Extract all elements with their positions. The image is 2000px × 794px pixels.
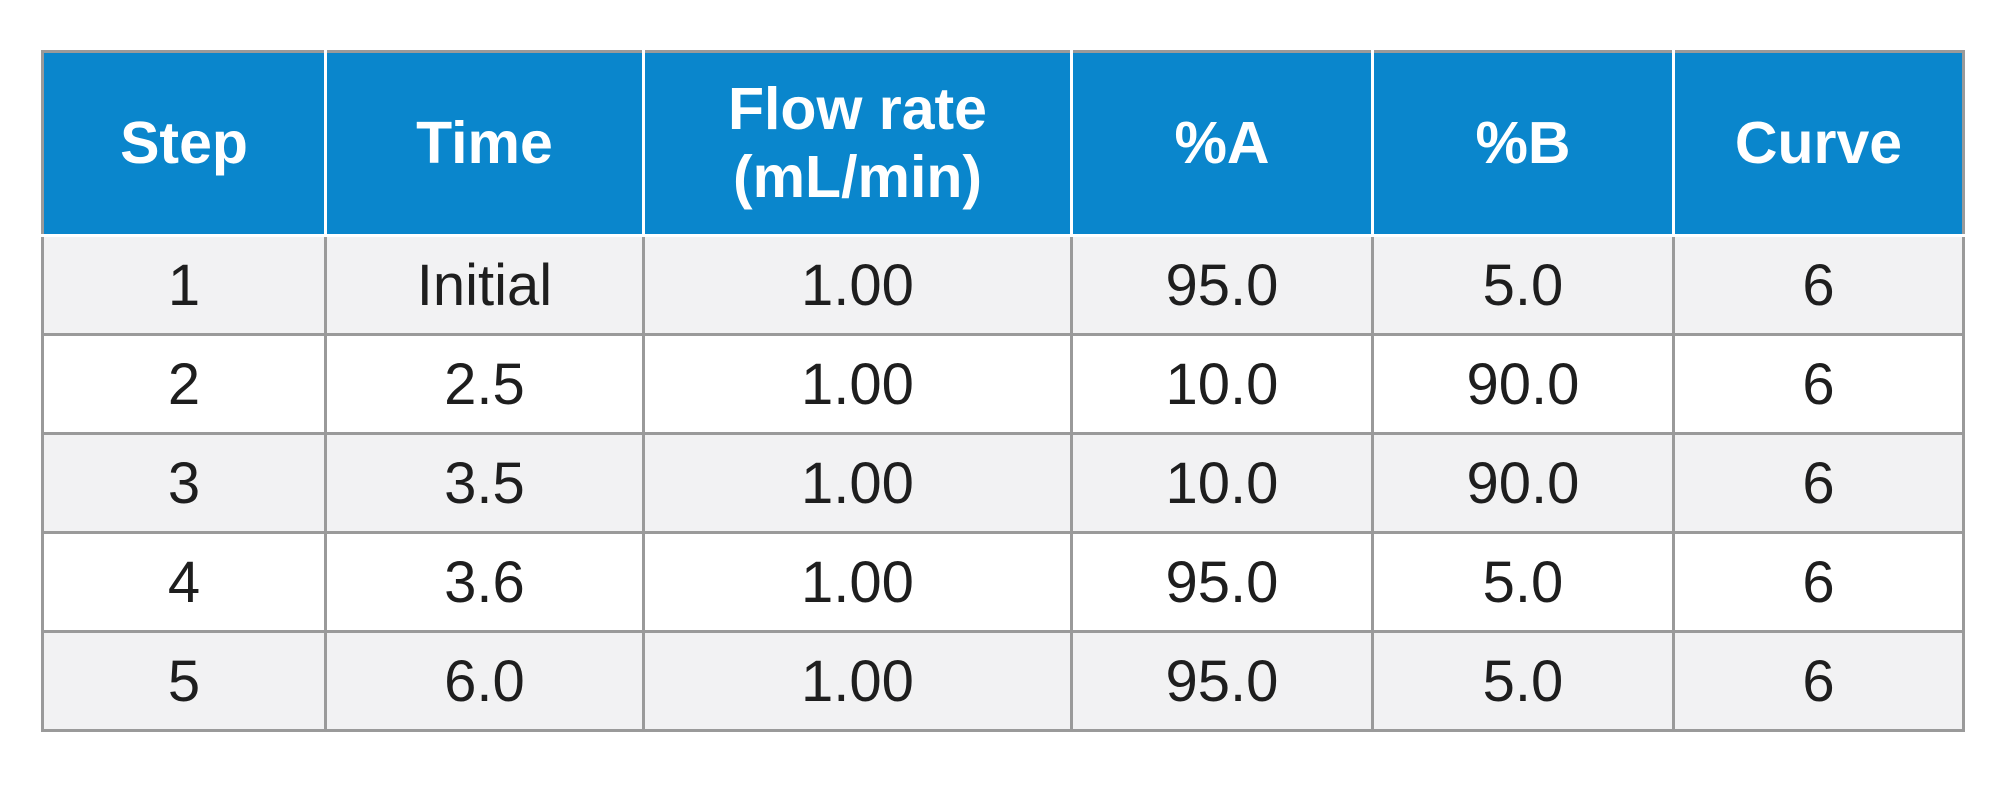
column-header-curve: Curve [1672, 50, 1965, 237]
cell-percent-b: 5.0 [1371, 234, 1675, 336]
cell-percent-b: 90.0 [1371, 432, 1675, 534]
cell-curve: 6 [1672, 630, 1965, 732]
cell-flow-rate: 1.00 [642, 333, 1073, 435]
table-row: 3 3.5 1.00 10.0 90.0 6 [41, 432, 1965, 534]
cell-time: Initial [324, 234, 645, 336]
table-body: 1 Initial 1.00 95.0 5.0 6 2 2.5 1.00 10.… [41, 234, 1965, 732]
column-header-percent-a: %A [1070, 50, 1374, 237]
header-label: Step [120, 109, 248, 176]
cell-step: 5 [41, 630, 327, 732]
cell-percent-a: 95.0 [1070, 234, 1374, 336]
cell-flow-rate: 1.00 [642, 630, 1073, 732]
cell-percent-b: 90.0 [1371, 333, 1675, 435]
table-header: Step Time Flow rate (mL/min) %A %B Curve [41, 50, 1965, 237]
cell-time: 2.5 [324, 333, 645, 435]
cell-step: 1 [41, 234, 327, 336]
cell-percent-b: 5.0 [1371, 531, 1675, 633]
table-row: 4 3.6 1.00 95.0 5.0 6 [41, 531, 1965, 633]
cell-time: 6.0 [324, 630, 645, 732]
cell-step: 3 [41, 432, 327, 534]
cell-flow-rate: 1.00 [642, 432, 1073, 534]
cell-percent-a: 95.0 [1070, 630, 1374, 732]
column-header-step: Step [41, 50, 327, 237]
table-row: 5 6.0 1.00 95.0 5.0 6 [41, 630, 1965, 732]
header-row: Step Time Flow rate (mL/min) %A %B Curve [41, 50, 1965, 237]
cell-percent-a: 10.0 [1070, 432, 1374, 534]
cell-curve: 6 [1672, 234, 1965, 336]
gradient-table-container: Step Time Flow rate (mL/min) %A %B Curve… [41, 50, 1965, 732]
column-header-flow-rate: Flow rate (mL/min) [642, 50, 1073, 237]
column-header-percent-b: %B [1371, 50, 1675, 237]
cell-step: 2 [41, 333, 327, 435]
cell-time: 3.5 [324, 432, 645, 534]
header-label: %B [1475, 109, 1571, 176]
cell-curve: 6 [1672, 333, 1965, 435]
gradient-table: Step Time Flow rate (mL/min) %A %B Curve… [41, 50, 1965, 732]
cell-percent-a: 10.0 [1070, 333, 1374, 435]
header-label: Flow rate [728, 75, 987, 142]
cell-percent-a: 95.0 [1070, 531, 1374, 633]
cell-flow-rate: 1.00 [642, 531, 1073, 633]
cell-curve: 6 [1672, 531, 1965, 633]
cell-percent-b: 5.0 [1371, 630, 1675, 732]
header-label: Time [416, 109, 553, 176]
column-header-time: Time [324, 50, 645, 237]
cell-time: 3.6 [324, 531, 645, 633]
table-row: 1 Initial 1.00 95.0 5.0 6 [41, 234, 1965, 336]
header-label: %A [1174, 109, 1270, 176]
cell-flow-rate: 1.00 [642, 234, 1073, 336]
table-row: 2 2.5 1.00 10.0 90.0 6 [41, 333, 1965, 435]
cell-curve: 6 [1672, 432, 1965, 534]
header-unit-label: (mL/min) [732, 143, 983, 210]
header-label: Curve [1734, 109, 1903, 176]
cell-step: 4 [41, 531, 327, 633]
